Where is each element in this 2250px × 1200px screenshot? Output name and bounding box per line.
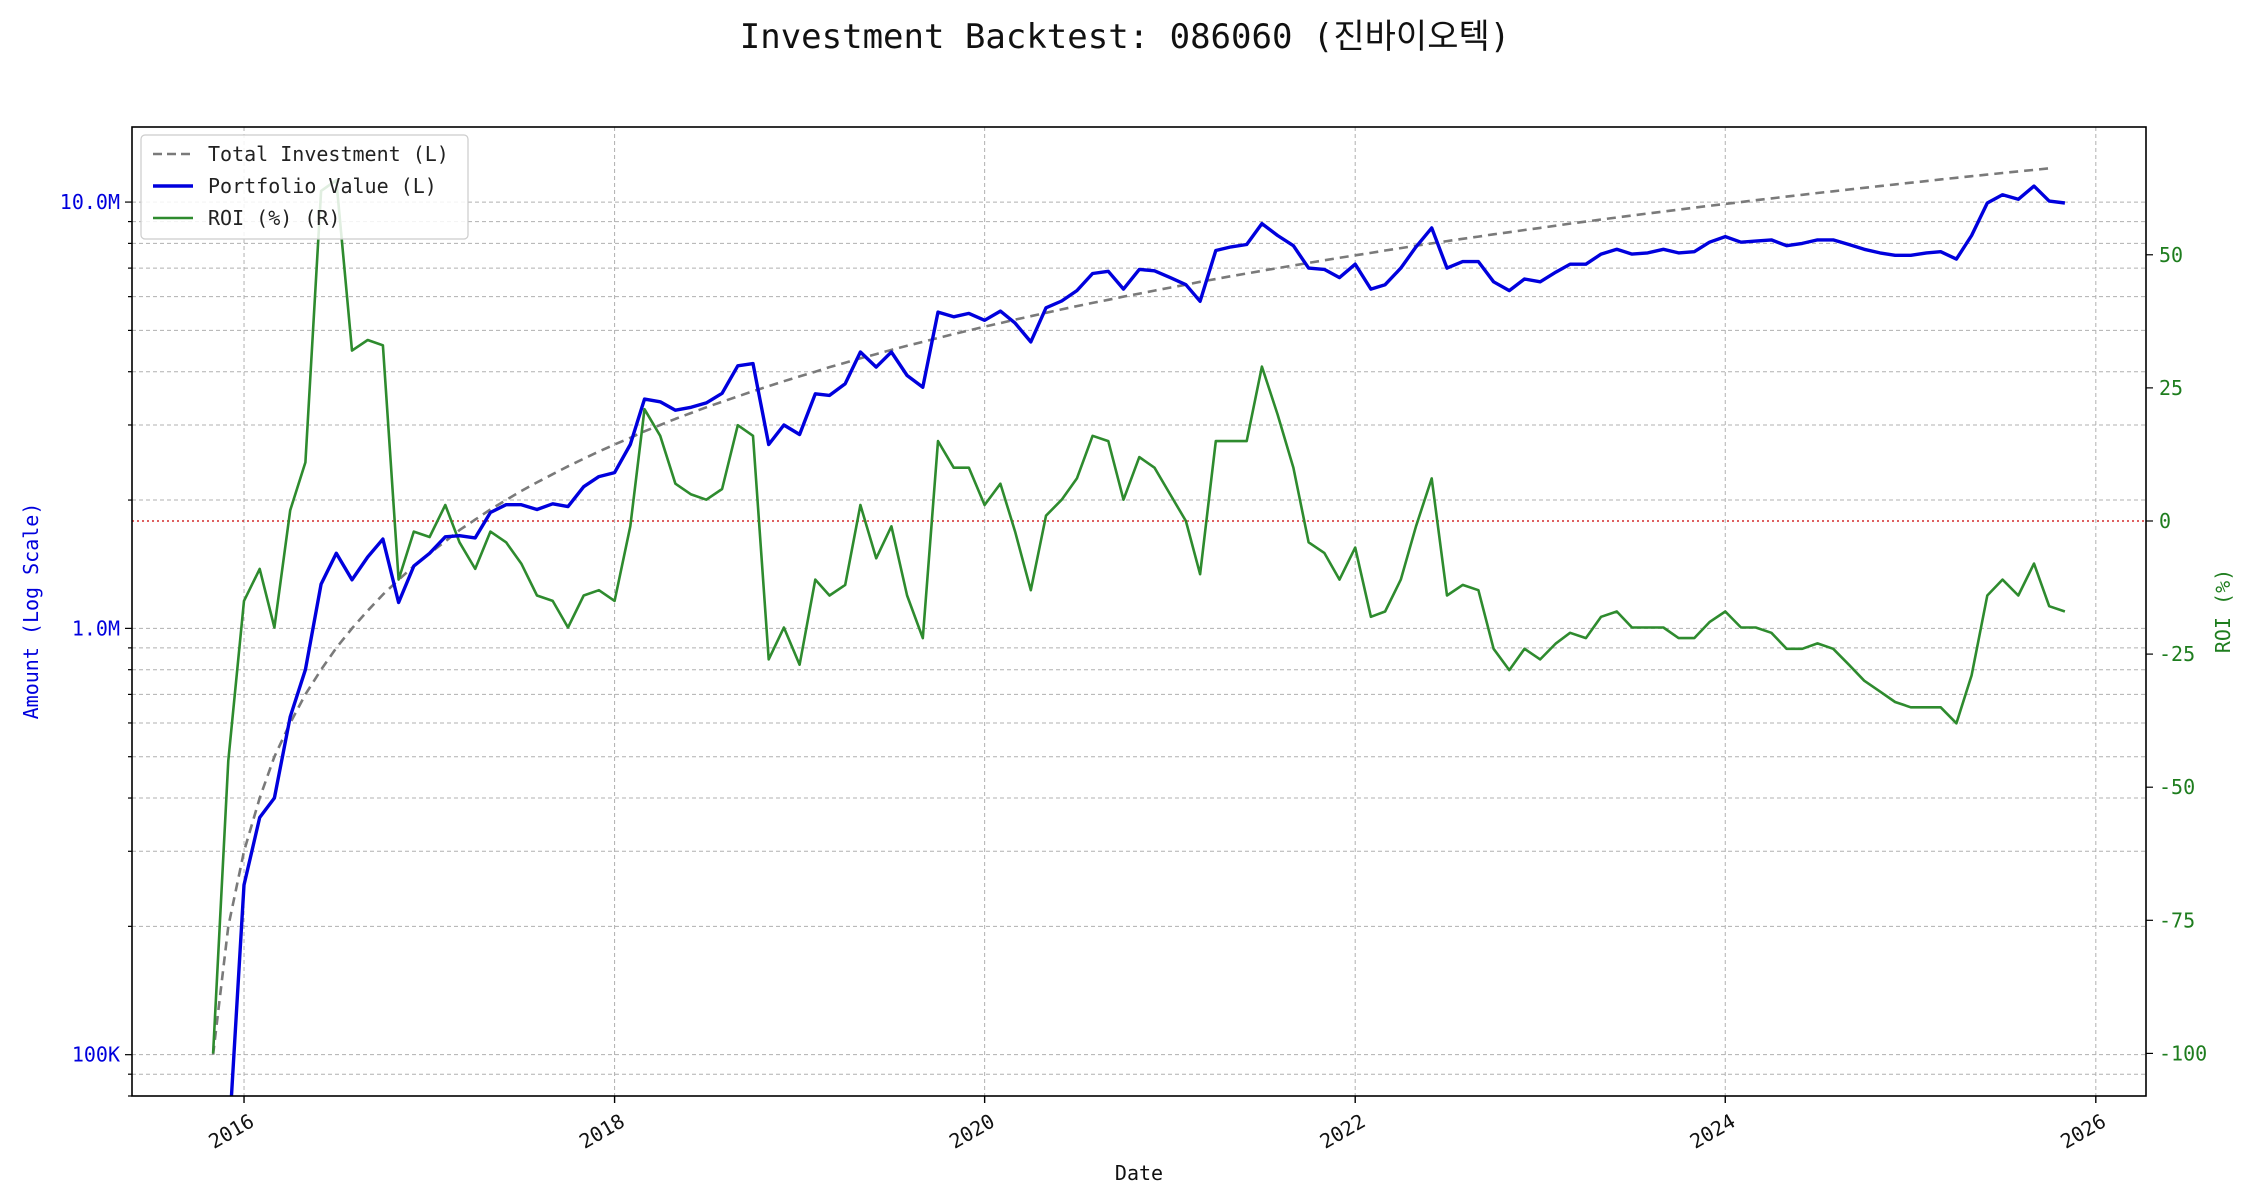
legend: Total Investment (L) Portfolio Value (L) R… bbox=[140, 134, 469, 240]
series-line-portfolio-value bbox=[229, 184, 2066, 1096]
plot-frame bbox=[131, 126, 2147, 1097]
series-line-roi bbox=[211, 178, 2066, 1054]
left-tick-label: 10.0M bbox=[60, 190, 120, 214]
right-tick-label: 25 bbox=[2159, 376, 2183, 400]
series-lines bbox=[211, 167, 2066, 1096]
legend-box bbox=[140, 134, 469, 240]
legend-label: Portfolio Value (L) bbox=[208, 174, 437, 198]
left-axis-ticks: 100K 1.0M 10.0M bbox=[60, 190, 132, 1097]
grid-lines bbox=[132, 127, 2146, 1097]
right-tick-label: -25 bbox=[2159, 642, 2195, 666]
right-tick-label: 50 bbox=[2159, 243, 2183, 267]
right-tick-label: -100 bbox=[2159, 1041, 2207, 1065]
right-tick-label: -75 bbox=[2159, 908, 2195, 932]
x-axis-title: Date bbox=[1115, 1161, 1163, 1185]
left-tick-label: 100K bbox=[72, 1043, 120, 1067]
series-line-total-investment bbox=[211, 167, 2050, 1055]
legend-label: Total Investment (L) bbox=[208, 142, 449, 166]
left-tick-label: 1.0M bbox=[72, 616, 120, 640]
left-axis-title: Amount (Log Scale) bbox=[19, 503, 43, 720]
right-axis-ticks: -100 -75 -50 -25 0 25 50 bbox=[2146, 243, 2207, 1065]
right-tick-label: -50 bbox=[2159, 775, 2195, 799]
legend-label: ROI (%) (R) bbox=[208, 206, 340, 230]
chart-title: Investment Backtest: 086060 (진바이오텍) bbox=[740, 17, 1511, 57]
right-tick-label: 0 bbox=[2159, 509, 2171, 533]
right-axis-title: ROI (%) bbox=[2211, 569, 2235, 653]
